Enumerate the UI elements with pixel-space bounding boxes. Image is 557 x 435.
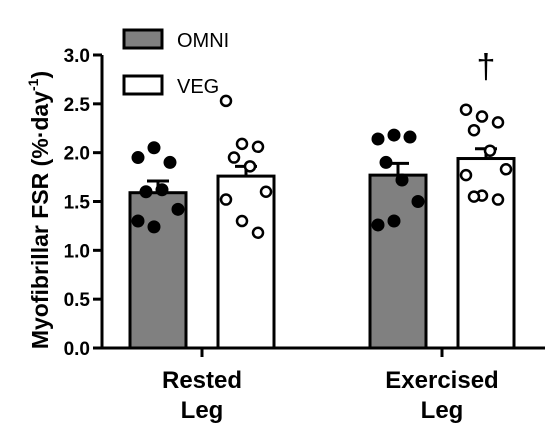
- data-point-omni: [387, 214, 401, 228]
- legend-swatch-omni: [122, 28, 164, 50]
- y-tick-label: 2.5: [64, 95, 91, 116]
- legend-label-omni: OMNI: [177, 30, 229, 52]
- data-point-omni: [371, 132, 385, 146]
- data-point-omni: [403, 130, 417, 144]
- data-point-veg: [475, 110, 489, 123]
- data-point-omni: [163, 155, 177, 169]
- bars: [128, 147, 516, 350]
- data-point-omni: [147, 141, 161, 155]
- legend: OMNI VEG: [122, 28, 229, 98]
- data-point-veg: [491, 193, 505, 206]
- y-axis-label: Myofibrillar FSR (%·day-1): [25, 71, 53, 349]
- data-point-veg: [219, 193, 233, 206]
- data-point-veg: [459, 168, 473, 182]
- data-point-veg: [259, 185, 273, 198]
- data-point-veg: [467, 123, 481, 137]
- significance-dagger: †: [477, 48, 496, 86]
- data-point-omni: [131, 214, 145, 228]
- data-point-omni: [387, 128, 401, 142]
- data-point-omni: [155, 183, 169, 197]
- y-axis-label-superscript: -1: [25, 78, 41, 91]
- y-tick-label: 1.5: [64, 193, 91, 214]
- axes: 0.0 0.5 1.0 1.5 2.0 2.5 3.0 Rested Leg Exercised L…: [64, 46, 545, 424]
- data-point-veg: [227, 151, 241, 164]
- data-point-veg: [243, 160, 257, 173]
- legend-label-veg: VEG: [177, 76, 219, 98]
- data-point-veg: [219, 94, 233, 108]
- data-point-omni: [371, 218, 385, 232]
- data-point-veg: [483, 144, 497, 157]
- data-point-veg: [235, 137, 249, 151]
- data-point-veg: [235, 214, 249, 228]
- data-point-omni: [171, 202, 185, 216]
- data-point-omni: [131, 151, 145, 165]
- legend-swatch-veg: [122, 74, 164, 96]
- y-tick-label: 1.0: [64, 241, 90, 262]
- data-point-veg: [491, 116, 505, 129]
- data-point-omni: [411, 195, 425, 208]
- bar-veg: [456, 157, 516, 350]
- y-tick-label: 0.0: [64, 339, 90, 360]
- data-point-veg: [251, 140, 265, 154]
- y-axis-label-close: ): [27, 71, 53, 79]
- x-category-label-line1: Exercised: [385, 367, 498, 394]
- y-tick-label: 3.0: [64, 46, 90, 67]
- data-point-omni: [379, 155, 393, 169]
- x-category-label-line2: Leg: [181, 397, 224, 424]
- data-point-omni: [395, 173, 409, 187]
- x-category-label-line2: Leg: [421, 397, 464, 424]
- data-point-veg: [467, 190, 481, 203]
- y-tick-label: 2.0: [64, 144, 90, 165]
- data-point-veg: [459, 103, 473, 116]
- data-point-omni: [139, 185, 153, 199]
- y-axis-label-main: Myofibrillar FSR (%·day: [27, 91, 53, 349]
- data-point-omni: [147, 220, 161, 234]
- x-category-label-line1: Rested: [162, 367, 242, 394]
- y-tick-label: 0.5: [64, 290, 91, 311]
- data-points: [131, 94, 513, 240]
- data-point-veg: [251, 226, 265, 240]
- data-point-veg: [499, 163, 513, 176]
